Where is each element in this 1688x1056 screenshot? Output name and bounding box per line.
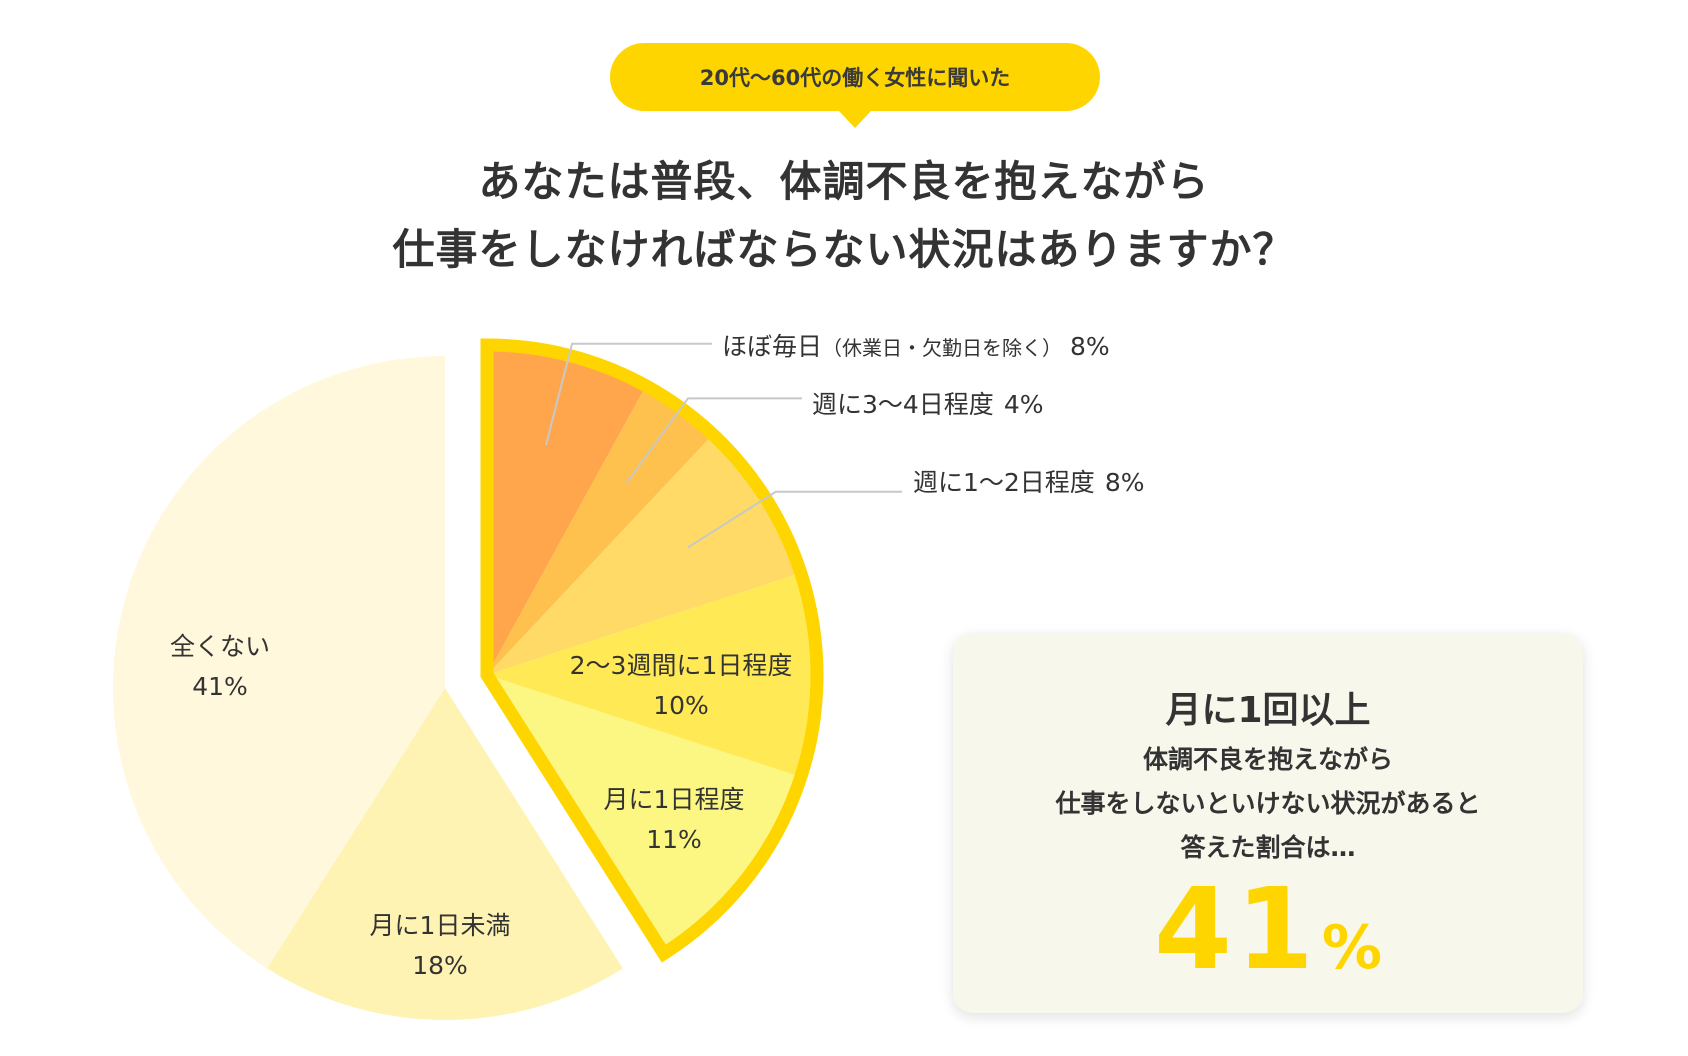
slice-label-3-name: 2〜3週間に1日程度: [570, 651, 793, 680]
slice-labels: ほぼ毎日（休業日・欠勤日を除く） 8% 週に3〜4日程度 4% 週に1〜2日程度 8%…: [170, 332, 1144, 980]
summary-body-line-3: 答えた割合は…: [1180, 833, 1356, 862]
summary-body: 体調不良を抱えながら 仕事をしないといけない状況があると 答えた割合は…: [953, 738, 1583, 870]
slice-label-5-name: 月に1日未満: [370, 911, 511, 940]
callout-lines: [545, 342, 902, 549]
summary-heading: 月に1回以上: [1165, 690, 1371, 731]
slice-label-2-name: 週に1〜2日程度: [913, 468, 1095, 497]
pie-slice-0: [487, 345, 646, 675]
summary-body-line-2: 仕事をしないといけない状況があると: [1055, 789, 1481, 818]
callout-line-1: [625, 397, 802, 484]
pie-slice-4: [487, 675, 801, 954]
survey-target-badge: 20代〜60代の働く女性に聞いた: [610, 43, 1100, 128]
pie-slice-5: [267, 688, 623, 1021]
slice-label-2-value: 8%: [1105, 468, 1145, 497]
callout-line-0: [545, 342, 712, 446]
summary-percentage-value: 41: [1154, 865, 1318, 995]
question-title-line-2: 仕事をしなければならない状況はありますか？: [392, 225, 1296, 274]
slice-label-1-value: 4%: [1004, 390, 1044, 419]
slice-label-3-value: 10%: [653, 691, 709, 720]
slice-label-0-name: ほぼ毎日: [722, 332, 822, 361]
pie-slices-highlighted: [487, 345, 817, 954]
slice-label-6-value: 41%: [192, 672, 248, 701]
pie-slice-3: [487, 573, 817, 777]
slice-label-6-name: 全くない: [170, 632, 270, 661]
highlight-border: [480, 338, 824, 963]
summary-body-line-1: 体調不良を抱えながら: [1142, 745, 1393, 774]
slice-label-0-value: 8%: [1070, 332, 1110, 361]
summary-card: 月に1回以上 体調不良を抱えながら 仕事をしないといけない状況があると 答えた割…: [953, 633, 1583, 1013]
callout-line-2: [687, 490, 902, 549]
slice-label-1: 週に3〜4日程度 4%: [812, 390, 1043, 419]
slice-label-2: 週に1〜2日程度 8%: [913, 468, 1144, 497]
pie-slice-2: [487, 434, 801, 675]
slice-label-0: ほぼ毎日（休業日・欠勤日を除く） 8%: [722, 332, 1110, 361]
slice-label-4-value: 11%: [646, 825, 702, 854]
slice-label-1-name: 週に3〜4日程度: [812, 390, 994, 419]
summary-percentage: 41%: [953, 865, 1583, 995]
question-title: あなたは普段、体調不良を抱えながら 仕事をしなければならない状況はありますか？: [0, 148, 1688, 284]
pie-slices-unhighlighted: [112, 356, 623, 1021]
slice-label-4-name: 月に1日程度: [604, 785, 745, 814]
slice-label-5-value: 18%: [412, 951, 468, 980]
summary-percentage-unit: %: [1321, 913, 1382, 983]
slice-label-0-note: （休業日・欠勤日を除く）: [822, 336, 1062, 360]
pie-slice-6: [112, 356, 446, 969]
pie-slice-1: [487, 385, 713, 675]
survey-target-text: 20代〜60代の働く女性に聞いた: [699, 66, 1011, 90]
question-title-line-1: あなたは普段、体調不良を抱えながら: [478, 157, 1210, 206]
